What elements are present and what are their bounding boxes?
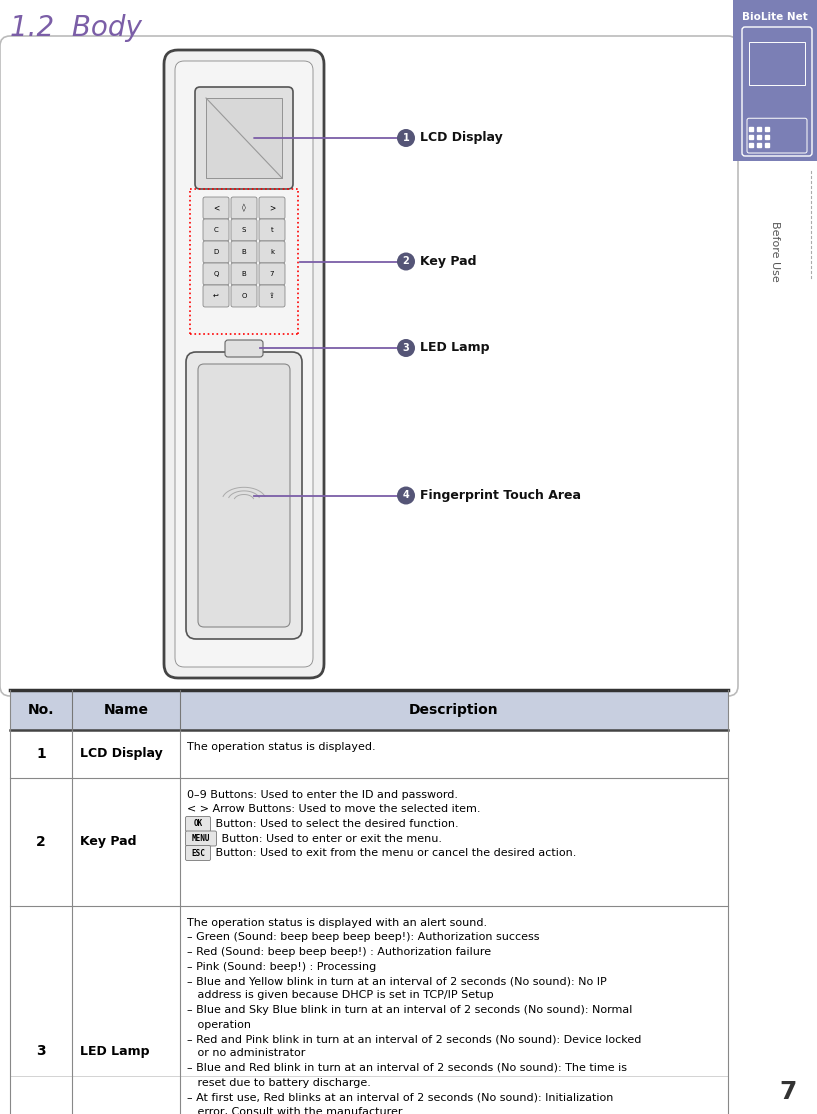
- Text: – Blue and Yellow blink in turn at an interval of 2 seconds (No sound): No IP: – Blue and Yellow blink in turn at an in…: [187, 976, 607, 986]
- Bar: [733, 0, 817, 162]
- Text: 7: 7: [270, 271, 275, 277]
- Text: 2: 2: [36, 836, 46, 849]
- Text: – At first use, Red blinks at an interval of 2 seconds (No sound): Initializatio: – At first use, Red blinks at an interva…: [187, 1092, 614, 1102]
- FancyBboxPatch shape: [231, 241, 257, 263]
- Bar: [10, 690, 728, 730]
- Text: BioLite Net: BioLite Net: [742, 12, 808, 22]
- Text: Key Pad: Key Pad: [420, 255, 476, 268]
- Text: 3: 3: [36, 1044, 46, 1058]
- Text: No.: No.: [28, 703, 54, 717]
- Text: B: B: [242, 250, 247, 255]
- FancyBboxPatch shape: [259, 263, 285, 285]
- Text: Key Pad: Key Pad: [80, 836, 136, 849]
- Text: O: O: [241, 293, 247, 299]
- Text: D: D: [213, 250, 219, 255]
- FancyBboxPatch shape: [198, 364, 290, 627]
- Text: Before Use: Before Use: [770, 221, 780, 282]
- Text: 0–9 Buttons: Used to enter the ID and password.: 0–9 Buttons: Used to enter the ID and pa…: [187, 790, 458, 800]
- Text: Name: Name: [104, 703, 149, 717]
- Text: operation: operation: [187, 1019, 251, 1029]
- Bar: [749, 42, 805, 86]
- Text: – Red and Pink blink in turn at an interval of 2 seconds (No sound): Device lock: – Red and Pink blink in turn at an inter…: [187, 1034, 641, 1044]
- FancyBboxPatch shape: [259, 197, 285, 219]
- FancyBboxPatch shape: [185, 846, 211, 860]
- Text: ↩: ↩: [213, 293, 219, 299]
- Text: – Pink (Sound: beep!) : Processing: – Pink (Sound: beep!) : Processing: [187, 961, 377, 971]
- Text: k: k: [270, 250, 274, 255]
- Text: Button: Used to select the desired function.: Button: Used to select the desired funct…: [212, 819, 458, 829]
- FancyBboxPatch shape: [231, 197, 257, 219]
- FancyBboxPatch shape: [231, 263, 257, 285]
- Text: MENU: MENU: [192, 834, 210, 843]
- Text: reset due to battery discharge.: reset due to battery discharge.: [187, 1077, 371, 1087]
- Text: The operation status is displayed with an alert sound.: The operation status is displayed with a…: [187, 918, 487, 928]
- FancyBboxPatch shape: [0, 36, 738, 696]
- Text: – Blue and Red blink in turn at an interval of 2 seconds (No sound): The time is: – Blue and Red blink in turn at an inter…: [187, 1063, 627, 1073]
- FancyBboxPatch shape: [259, 241, 285, 263]
- Text: C: C: [213, 227, 218, 233]
- Bar: [206, 98, 282, 178]
- Text: Button: Used to enter or exit the menu.: Button: Used to enter or exit the menu.: [218, 833, 442, 843]
- Text: 2: 2: [403, 256, 409, 266]
- FancyBboxPatch shape: [195, 87, 293, 189]
- Circle shape: [397, 339, 415, 356]
- Text: t: t: [270, 227, 274, 233]
- Text: Description: Description: [409, 703, 499, 717]
- FancyBboxPatch shape: [203, 241, 229, 263]
- FancyBboxPatch shape: [203, 197, 229, 219]
- FancyBboxPatch shape: [225, 340, 263, 356]
- Circle shape: [397, 487, 415, 505]
- FancyBboxPatch shape: [186, 352, 302, 639]
- Text: LCD Display: LCD Display: [80, 747, 163, 761]
- Text: – Red (Sound: beep beep beep!) : Authorization failure: – Red (Sound: beep beep beep!) : Authori…: [187, 947, 491, 957]
- Text: – Green (Sound: beep beep beep beep!): Authorization success: – Green (Sound: beep beep beep beep!): A…: [187, 932, 539, 942]
- FancyBboxPatch shape: [203, 285, 229, 307]
- Text: LED Lamp: LED Lamp: [80, 1045, 150, 1057]
- Text: Fingerprint Touch Area: Fingerprint Touch Area: [420, 489, 581, 502]
- Text: 1: 1: [403, 133, 409, 143]
- Text: LED Lamp: LED Lamp: [420, 342, 489, 354]
- Text: Q: Q: [213, 271, 219, 277]
- Text: S: S: [242, 227, 246, 233]
- Text: ◊: ◊: [242, 204, 246, 213]
- Text: ⇪: ⇪: [269, 293, 275, 299]
- Text: < > Arrow Buttons: Used to move the selected item.: < > Arrow Buttons: Used to move the sele…: [187, 804, 480, 814]
- FancyBboxPatch shape: [185, 817, 211, 831]
- Text: 4: 4: [403, 490, 409, 500]
- Text: error, Consult with the manufacturer.: error, Consult with the manufacturer.: [187, 1106, 405, 1114]
- Circle shape: [397, 129, 415, 147]
- Text: address is given because DHCP is set in TCP/IP Setup: address is given because DHCP is set in …: [187, 990, 493, 1000]
- Text: or no administrator: or no administrator: [187, 1048, 306, 1058]
- Text: – Blue and Sky Blue blink in turn at an interval of 2 seconds (No sound): Normal: – Blue and Sky Blue blink in turn at an …: [187, 1005, 632, 1015]
- FancyBboxPatch shape: [203, 219, 229, 241]
- Text: 7: 7: [779, 1079, 797, 1104]
- Text: ESC: ESC: [191, 849, 205, 858]
- Text: 3: 3: [403, 343, 409, 353]
- Text: OK: OK: [194, 820, 203, 829]
- Text: <: <: [213, 204, 219, 213]
- FancyBboxPatch shape: [164, 50, 324, 678]
- FancyBboxPatch shape: [259, 219, 285, 241]
- Text: >: >: [269, 204, 275, 213]
- FancyBboxPatch shape: [175, 61, 313, 667]
- Text: B: B: [242, 271, 247, 277]
- Text: The operation status is displayed.: The operation status is displayed.: [187, 742, 376, 752]
- Text: Button: Used to exit from the menu or cancel the desired action.: Button: Used to exit from the menu or ca…: [212, 848, 576, 858]
- FancyBboxPatch shape: [185, 831, 217, 846]
- Text: 1: 1: [36, 747, 46, 761]
- FancyBboxPatch shape: [231, 285, 257, 307]
- FancyBboxPatch shape: [259, 285, 285, 307]
- FancyBboxPatch shape: [203, 263, 229, 285]
- FancyBboxPatch shape: [231, 219, 257, 241]
- Text: 1.2  Body: 1.2 Body: [10, 14, 142, 42]
- Text: LCD Display: LCD Display: [420, 131, 502, 145]
- Circle shape: [397, 253, 415, 271]
